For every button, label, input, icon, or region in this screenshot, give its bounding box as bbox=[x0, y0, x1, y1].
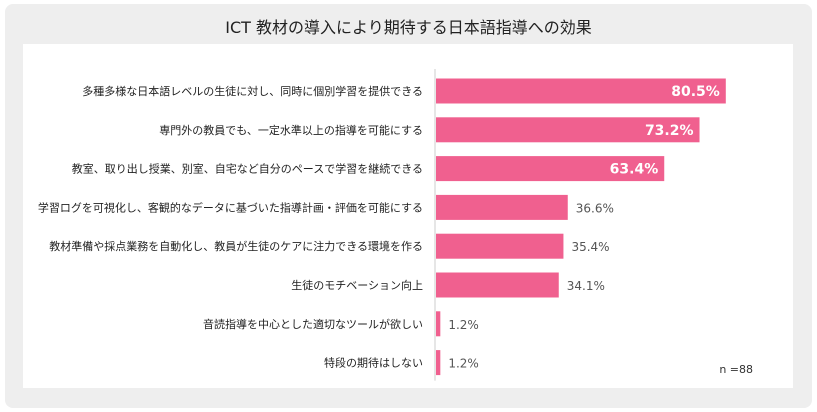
bar bbox=[436, 233, 564, 259]
category-label: 多種多様な日本語レベルの生徒に対し、同時に個別学習を提供できる bbox=[82, 84, 423, 98]
bar bbox=[436, 350, 441, 376]
value-label: 1.2% bbox=[448, 318, 479, 332]
value-label: 34.1% bbox=[567, 279, 605, 293]
category-label: 特段の期待はしない bbox=[324, 356, 423, 370]
bar bbox=[436, 272, 559, 298]
value-label: 36.6% bbox=[576, 201, 614, 215]
bar bbox=[436, 78, 726, 104]
chart-panel: 多種多様な日本語レベルの生徒に対し、同時に個別学習を提供できる 80.5% 専門外の… bbox=[23, 44, 793, 388]
bar bbox=[436, 194, 568, 220]
value-label: 35.4% bbox=[571, 240, 609, 254]
value-label: 1.2% bbox=[448, 357, 479, 371]
category-label: 教材準備や採点業務を自動化し、教員が生徒のケアに注力できる環境を作る bbox=[49, 239, 423, 253]
category-label: 専門外の教員でも、一定水準以上の指導を可能にする bbox=[159, 123, 423, 137]
bar bbox=[436, 311, 441, 337]
value-label: 63.4% bbox=[610, 162, 659, 178]
bar-chart: 多種多様な日本語レベルの生徒に対し、同時に個別学習を提供できる 80.5% 専門外の… bbox=[38, 69, 726, 381]
chart-title: ICT 教材の導入により期待する日本語指導への効果 bbox=[225, 18, 592, 37]
category-label: 音読指導を中心とした適切なツールが欲しい bbox=[203, 317, 423, 331]
chart-frame: ICT 教材の導入により期待する日本語指導への効果 多種多様な日本語レベルの生徒… bbox=[5, 4, 812, 408]
bar bbox=[436, 117, 700, 143]
category-label: 教室、取り出し授業、別室、自宅など自分のペースで学習を継続できる bbox=[72, 162, 423, 176]
sample-size-note: n =88 bbox=[719, 363, 753, 376]
value-label: 80.5% bbox=[671, 84, 720, 100]
category-label: 生徒のモチベーション向上 bbox=[291, 278, 423, 292]
value-label: 73.2% bbox=[645, 123, 694, 139]
category-label: 学習ログを可視化し、客観的なデータに基づいた指導計画・評価を可能にする bbox=[38, 200, 423, 214]
bar bbox=[436, 156, 665, 182]
